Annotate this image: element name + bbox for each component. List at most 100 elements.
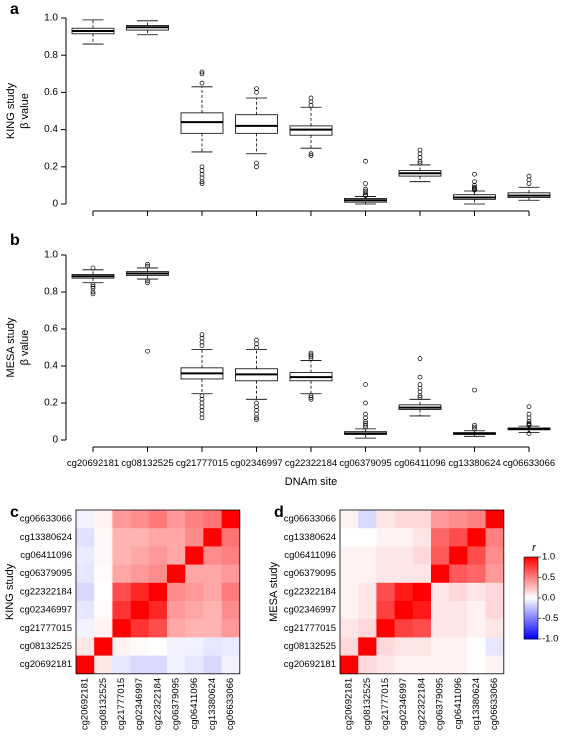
heatmap-cell: [94, 582, 113, 602]
heatmap-cell: [167, 528, 186, 547]
panel-label-a: a: [10, 1, 19, 18]
heatmap-cell: [431, 528, 450, 547]
y-tick-label: 0.8: [44, 287, 58, 298]
heatmap-cell: [412, 582, 432, 602]
heatmap-row-label: cg22322184: [284, 586, 336, 597]
outlier-point: [254, 415, 259, 421]
heatmap-col-label: cg20692181: [80, 678, 91, 730]
heatmap-row-label: cg06633066: [20, 514, 72, 525]
outlier-point: [363, 424, 368, 430]
y-tick-label: 0.6: [44, 87, 58, 98]
heatmap-cell: [485, 582, 505, 602]
heatmap-cell: [412, 601, 432, 620]
heatmap-cell: [185, 655, 204, 675]
heatmap-cell: [394, 528, 414, 547]
outlier-point: [363, 193, 368, 198]
outlier-point: [254, 345, 259, 350]
heatmap-cell: [412, 510, 432, 529]
colorbar-segment: [524, 589, 538, 593]
heatmap-col-label: cg06411096: [189, 678, 200, 730]
colorbar-segment: [524, 614, 538, 617]
x-tick-label: cg06633066: [503, 458, 555, 469]
heatmap-cell: [358, 528, 377, 547]
y-axis-label-unit: β value: [19, 93, 31, 129]
x-tick-label: cg13380624: [448, 458, 500, 469]
heatmap-cell: [394, 655, 414, 675]
heatmap-col-label: cg13380624: [207, 678, 218, 730]
heatmap-col-label: cg21777015: [380, 678, 391, 730]
outlier-point: [199, 181, 205, 186]
heatmap-cell: [449, 637, 468, 656]
heatmap-cell: [94, 564, 113, 584]
heatmap-cell: [185, 582, 204, 602]
heatmap-cell: [394, 637, 414, 656]
heatmap-row-label: cg06379095: [20, 568, 72, 579]
heatmap-cell: [167, 601, 186, 620]
outlier-point: [145, 348, 150, 354]
heatmap-cell: [467, 564, 486, 584]
colorbar-segment: [524, 630, 538, 634]
box-cg08132525: [126, 261, 169, 354]
heatmap-cell: [203, 637, 222, 656]
outlier-point: [199, 415, 205, 421]
heatmap-cell: [358, 582, 377, 602]
heatmap-cell: [358, 510, 377, 529]
heatmap-row-label: cg20692181: [284, 659, 336, 670]
y-tick-label: 1.0: [44, 13, 58, 24]
heatmap-cell: [340, 528, 359, 547]
y-tick-label: 0.6: [44, 324, 58, 335]
heatmap-cell: [467, 546, 486, 565]
heatmap-cell: [376, 619, 395, 638]
heatmap-cell: [485, 619, 505, 638]
colorbar-segment: [524, 620, 538, 623]
heatmap-cell: [340, 582, 359, 602]
box-cg02346997: [235, 337, 278, 422]
heatmap-cell: [485, 546, 505, 565]
heatmap-cell: [203, 546, 222, 565]
outlier-point: [199, 343, 205, 348]
heatmap-cell: [431, 655, 450, 675]
heatmap-cell: [221, 637, 241, 656]
heatmap-cell: [485, 601, 505, 620]
heatmap-row-label: cg06411096: [20, 550, 72, 561]
heatmap-row-label: cg02346997: [20, 605, 72, 616]
heatmap-cell: [467, 601, 486, 620]
heatmap-cell: [449, 619, 468, 638]
colorbar: r 1.0 0.5 0.0 -0.5 -1.0: [523, 542, 558, 645]
heatmap-cell: [148, 564, 168, 584]
outlier-point: [417, 374, 423, 380]
heatmap-cell: [185, 546, 204, 565]
colorbar-segment: [524, 636, 538, 640]
colorbar-segment: [524, 565, 538, 568]
heatmap-cell: [449, 528, 468, 547]
y-tick-label: 0.2: [44, 398, 58, 409]
colorbar-tick-label: 0.5: [542, 572, 555, 583]
heatmap-cell: [112, 528, 131, 547]
box-cg06379095: [344, 158, 387, 205]
colorbar-segment: [524, 626, 538, 630]
colorbar-tick-label: -1.0: [542, 634, 558, 645]
colorbar-segment: [524, 593, 538, 597]
outlier-point: [363, 400, 368, 406]
outlier-point: [308, 354, 314, 360]
heatmap-cell: [221, 546, 241, 565]
colorbar-segment: [524, 622, 538, 626]
heatmap-cell: [185, 619, 204, 638]
colorbar-segment: [524, 600, 538, 603]
outlier-point: [254, 164, 259, 170]
outlier-point: [308, 103, 314, 108]
box-cg21777015: [180, 69, 224, 186]
heatmap-cell: [185, 564, 204, 584]
heatmap-cell: [76, 546, 95, 565]
outlier-point: [199, 80, 205, 86]
x-axis-label: DNAm site: [285, 476, 338, 488]
box-cg06411096: [398, 147, 442, 183]
heatmap-cell: [148, 637, 168, 656]
colorbar-segment: [524, 585, 538, 589]
colorbar-segment: [524, 587, 538, 591]
heatmap-cell: [221, 510, 241, 529]
heatmap-cell: [485, 510, 505, 529]
heatmap-col-label: cg13380624: [471, 678, 482, 730]
heatmap-cell: [112, 655, 131, 675]
heatmap-cell: [412, 528, 432, 547]
